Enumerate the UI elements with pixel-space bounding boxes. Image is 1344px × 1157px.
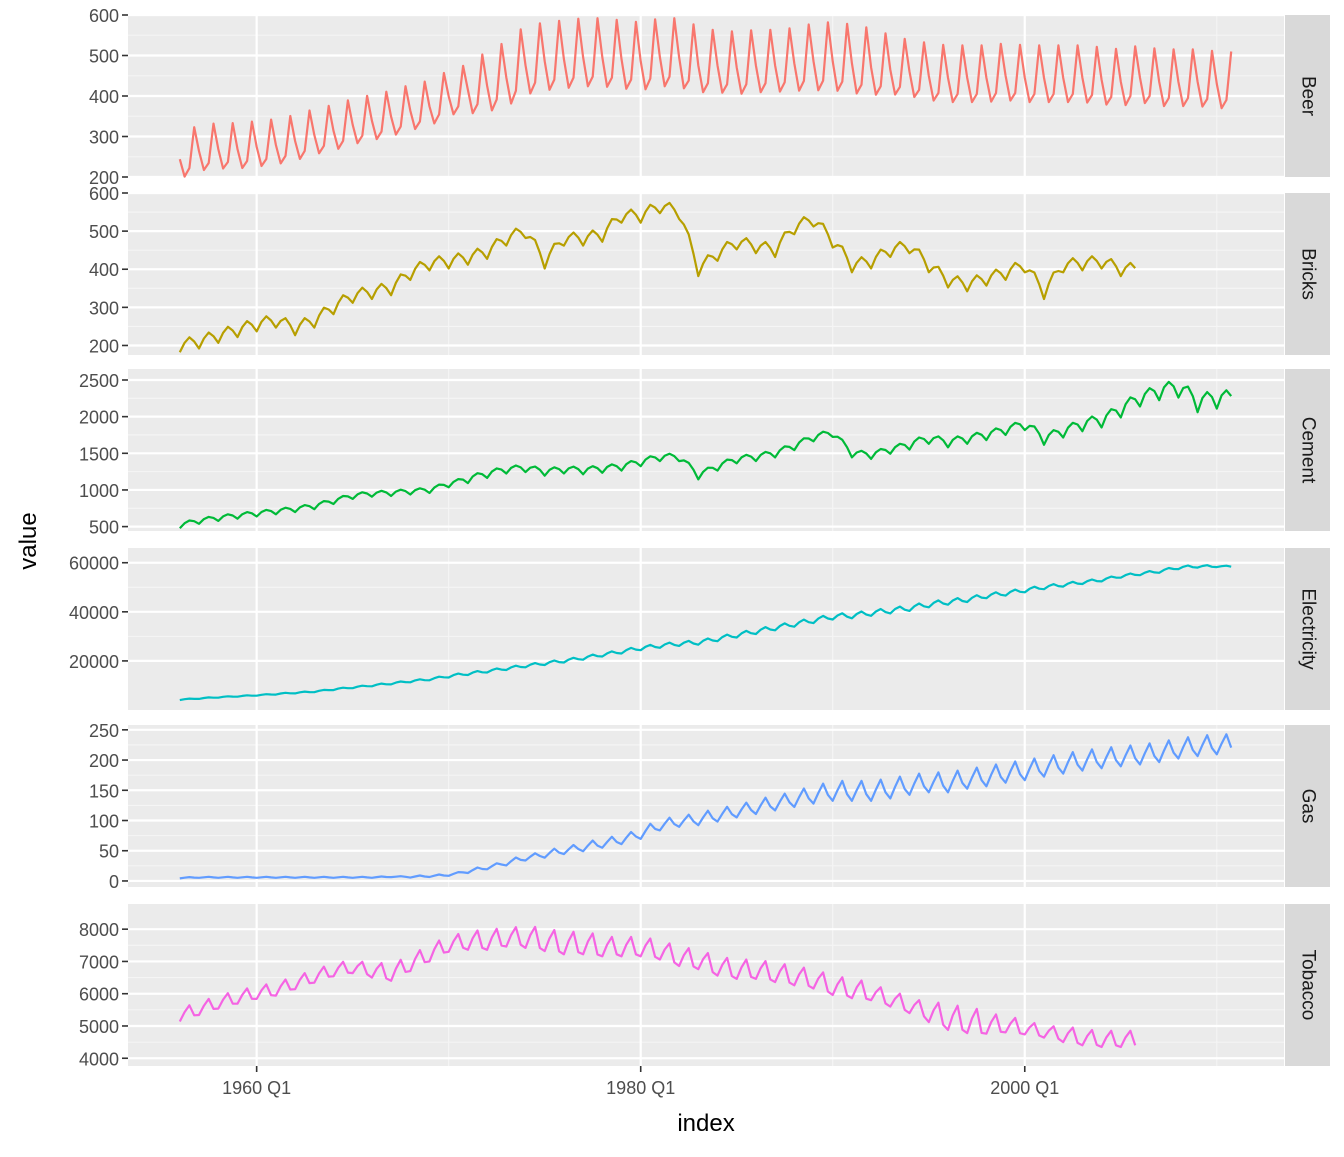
panel-background (128, 193, 1284, 355)
series-line-beer (178, 17, 1233, 178)
facet-strip (1285, 193, 1330, 355)
panel-background (128, 904, 1284, 1066)
y-tick-label: 6000 (79, 985, 119, 1005)
y-tick-label: 1500 (79, 444, 119, 464)
y-tick-label: 4000 (79, 1049, 119, 1069)
x-axis-title: index (677, 1110, 734, 1137)
facet-strip (1285, 15, 1330, 177)
y-tick-label: 1000 (79, 481, 119, 501)
y-tick-label: 500 (89, 47, 119, 67)
facet-panels: 200300400500600Beer200300400500600Bricks… (69, 6, 1330, 1069)
x-axis: 1960 Q1 1980 Q1 2000 Q1 (222, 1066, 1059, 1098)
y-tick-label: 500 (89, 518, 119, 538)
facet-label-gas: Gas (1298, 789, 1319, 824)
y-tick-label: 300 (89, 128, 119, 148)
facet-panel-beer: 200 300 400 500 600 Beer (89, 6, 1330, 188)
series-line-gas (179, 733, 1233, 880)
facet-label-bricks: Bricks (1298, 248, 1319, 300)
y-tick-label: 250 (89, 721, 119, 741)
y-tick-label: 150 (89, 781, 119, 801)
facet-panel-bricks: 200 300 400 500 600 Bricks (89, 184, 1330, 356)
series-line-cement (179, 380, 1233, 529)
x-tick-label: 1980 Q1 (606, 1078, 675, 1098)
y-tick-label: 300 (89, 298, 119, 318)
series-line-tobacco (178, 925, 1137, 1049)
facet-strip (1285, 548, 1330, 710)
facet-strip (1285, 369, 1330, 531)
y-tick-label: 600 (89, 184, 119, 204)
y-tick-label: 60000 (69, 554, 119, 574)
y-tick-label: 200 (89, 751, 119, 771)
y-tick-label: 500 (89, 222, 119, 242)
y-tick-label: 0 (109, 872, 119, 892)
y-tick-label: 600 (89, 6, 119, 26)
facet-strip (1285, 725, 1330, 887)
y-tick-label: 20000 (69, 652, 119, 672)
facet-label-electricity: Electricity (1298, 588, 1319, 670)
facet-panel-electricity: 20000 40000 60000 Electricity (69, 548, 1330, 710)
y-tick-label: 7000 (79, 952, 119, 972)
x-tick-label: 2000 Q1 (990, 1078, 1059, 1098)
y-tick-label: 40000 (69, 603, 119, 623)
facet-panel-tobacco: 4000 5000 6000 7000 8000 Tobacco (79, 904, 1330, 1069)
facet-strip (1285, 904, 1330, 1066)
facet-panel-gas: 0 50 100 150 200 250 Gas (89, 721, 1330, 892)
y-tick-label: 8000 (79, 920, 119, 940)
y-tick-label: 2500 (79, 371, 119, 391)
y-tick-label: 50 (99, 842, 119, 862)
y-tick-label: 200 (89, 336, 119, 356)
y-tick-label: 5000 (79, 1017, 119, 1037)
y-tick-label: 2000 (79, 408, 119, 428)
y-axis-title: value (15, 512, 42, 569)
y-tick-label: 400 (89, 260, 119, 280)
y-tick-label: 400 (89, 87, 119, 107)
panel-background (128, 548, 1284, 710)
y-tick-label: 100 (89, 812, 119, 832)
series-line-electricity (179, 564, 1232, 702)
y-tick-label: 200 (89, 168, 119, 188)
facet-label-cement: Cement (1298, 417, 1319, 484)
facet-label-tobacco: Tobacco (1298, 950, 1319, 1021)
x-tick-label: 1960 Q1 (222, 1078, 291, 1098)
series-line-bricks (178, 201, 1137, 353)
facet-label-beer: Beer (1298, 76, 1319, 117)
facet-panel-cement: 500 1000 1500 2000 2500 Cement (79, 369, 1330, 538)
